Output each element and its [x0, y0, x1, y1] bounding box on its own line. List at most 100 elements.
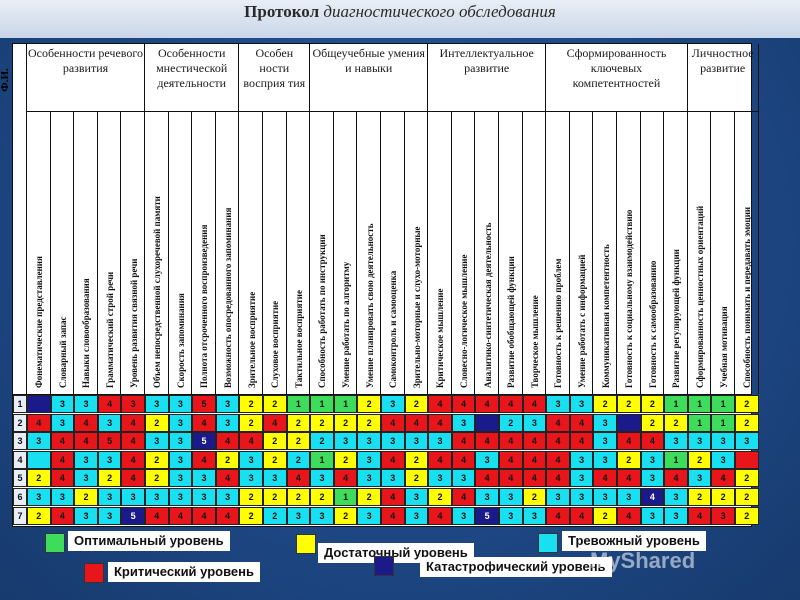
score-cell: 3: [97, 488, 122, 506]
group-header: Интеллектуальное развитие: [428, 44, 547, 112]
score-cell: 3: [428, 469, 452, 488]
column-header: Слуховое восприятие: [263, 112, 287, 394]
legend-label: Оптимальный уровень: [68, 531, 230, 551]
score-cell: 4: [522, 395, 547, 413]
row-number: 3: [13, 432, 27, 451]
group-header: Общеучебные умения и навыки: [310, 44, 429, 112]
score-cell: 1: [310, 450, 334, 469]
score-cell: 3: [640, 506, 665, 525]
fio-label: Ф.И.: [0, 68, 11, 92]
column-header: Учебная мотивация: [711, 112, 735, 394]
column-header: Готовность к социальному взаимодействию: [617, 112, 641, 394]
group-header: Особенности мнестической деятельности: [145, 44, 240, 112]
group-header: Особен ности восприя тия: [239, 44, 311, 112]
score-cell: 3: [97, 506, 122, 525]
score-cell: 3: [310, 506, 334, 525]
score-cell: 4: [121, 413, 145, 432]
column-header-label: Уровень развития связной речи: [128, 258, 139, 388]
column-header-label: Коммуникативная компетентность: [600, 244, 611, 388]
score-cell: 2: [310, 432, 334, 451]
score-cell: 3: [451, 413, 476, 432]
score-cell: 4: [215, 506, 240, 525]
score-cell: 3: [593, 488, 617, 506]
score-cell: 4: [569, 413, 594, 432]
score-cell: 4: [617, 432, 641, 451]
column-header: Самоконтроль и самооценка: [381, 112, 405, 394]
column-header: Критическое мышление: [428, 112, 452, 394]
score-cell: 3: [499, 506, 523, 525]
score-cell: 1: [333, 488, 358, 506]
score-cell: 4: [522, 450, 547, 469]
score-cell: 4: [546, 413, 570, 432]
score-cell: 1: [711, 413, 735, 432]
group-header: Особенности речевого развития: [27, 44, 145, 112]
column-header-label: Способность понимать и передавать эмоции: [742, 206, 753, 388]
column-header: Скорость запоминания: [169, 112, 193, 394]
fio-header: Ф.И.: [0, 44, 27, 394]
score-cell: 3: [640, 450, 665, 469]
protocol-table: Ф.И. Особенности речевого развития Особен…: [0, 43, 759, 527]
score-cell: 3: [617, 488, 641, 506]
score-cell: 2: [145, 413, 169, 432]
score-cell: [27, 450, 51, 469]
score-cell: 1: [711, 395, 735, 413]
score-cell: 5: [121, 506, 145, 525]
score-cell: 3: [168, 469, 193, 488]
column-header: Готовность к самообразованию: [641, 112, 665, 394]
score-cell: 4: [192, 506, 216, 525]
score-cell: 2: [145, 450, 169, 469]
score-cell: 4: [546, 469, 570, 488]
score-cell: 2: [27, 469, 51, 488]
column-header-label: Аналитико-синтетическая деятельность: [482, 222, 493, 388]
row-number: 2: [13, 413, 27, 432]
column-header-label: Фонематические представления: [34, 256, 45, 388]
score-cell: 3: [735, 432, 759, 451]
score-cell: 4: [333, 469, 358, 488]
score-cell: 4: [286, 469, 311, 488]
score-cell: 2: [27, 506, 51, 525]
score-cell: 3: [381, 432, 405, 451]
group-header: Личностное развитие: [687, 44, 759, 112]
column-header: Грамматический строй речи: [98, 112, 122, 394]
score-cell: 2: [593, 506, 617, 525]
score-cell: 3: [569, 469, 594, 488]
score-cell: 3: [664, 432, 688, 451]
column-header-label: Слуховое восприятие: [270, 300, 281, 388]
legend-swatch: [45, 533, 65, 553]
column-header-label: Словарный запас: [57, 316, 68, 388]
score-cell: 3: [27, 488, 51, 506]
score-cell: 4: [74, 413, 98, 432]
score-cell: [475, 413, 499, 432]
column-header-label: Умение работать по алгоритму: [341, 261, 352, 388]
score-cell: 3: [192, 488, 216, 506]
score-cell: 4: [381, 506, 405, 525]
score-cell: 3: [711, 506, 735, 525]
score-cell: 2: [263, 395, 287, 413]
score-cell: 3: [404, 488, 429, 506]
score-cell: 4: [499, 432, 523, 451]
score-cell: 3: [215, 413, 240, 432]
score-cell: 3: [475, 450, 499, 469]
score-cell: 2: [735, 395, 759, 413]
score-cell: 2: [711, 488, 735, 506]
score-cell: 2: [357, 395, 381, 413]
column-header: Тактильное восприятие: [287, 112, 311, 394]
score-cell: 3: [664, 488, 688, 506]
score-cell: 2: [735, 488, 759, 506]
score-cell: 3: [357, 506, 381, 525]
score-cell: 4: [50, 450, 75, 469]
score-cell: 4: [617, 469, 641, 488]
score-cell: 3: [145, 395, 169, 413]
score-cell: 5: [192, 395, 216, 413]
score-cell: 3: [168, 450, 193, 469]
score-cell: 3: [451, 506, 476, 525]
column-header: Умение работать с информацией: [570, 112, 594, 394]
score-cell: 3: [145, 432, 169, 451]
score-cell: 4: [50, 432, 75, 451]
score-cell: 2: [286, 413, 311, 432]
column-header: Зрительное восприятие: [239, 112, 263, 394]
column-header-label: Способность работать по инструкции: [317, 234, 328, 388]
score-cell: 3: [687, 432, 712, 451]
